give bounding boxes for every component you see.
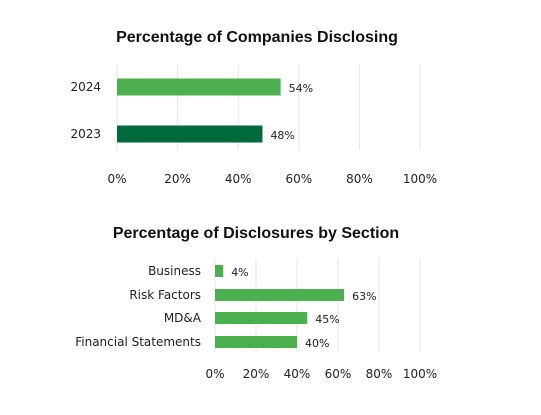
x-tick-label: 60% [325,367,352,381]
category-label: Business [148,264,201,278]
x-tick-label: 40% [225,172,252,186]
x-tick-label: 80% [346,172,373,186]
bar [215,336,297,348]
data-label: 63% [352,290,376,303]
x-tick-label: 40% [284,367,311,381]
category-label: MD&A [164,311,202,325]
data-label: 48% [270,129,294,142]
x-tick-label: 0% [205,367,224,381]
category-label: Financial Statements [75,335,201,349]
category-label: 2023 [70,127,101,141]
x-tick-label: 20% [243,367,270,381]
chart-companies-disclosing: Percentage of Companies Disclosing 2024 2… [70,29,437,186]
bar [215,265,224,277]
category-label: Risk Factors [129,288,201,302]
category-label: 2024 [70,80,101,94]
bar [117,78,281,96]
x-tick-label: 60% [285,172,312,186]
data-label: 40% [305,337,329,350]
bar [215,289,345,301]
x-tick-label: 100% [403,367,437,381]
chart-1-title: Percentage of Companies Disclosing [116,29,398,46]
chart-2-title: Percentage of Disclosures by Section [113,225,399,242]
x-tick-label: 20% [164,172,191,186]
data-label: 54% [289,82,313,95]
bar [215,312,308,324]
bar [117,125,263,143]
x-tick-label: 0% [107,172,126,186]
data-label: 4% [231,266,248,279]
x-tick-label: 100% [403,172,437,186]
data-label: 45% [315,313,339,326]
chart-disclosures-by-section: Percentage of Disclosures by Section Bus… [75,225,437,381]
x-tick-label: 80% [366,367,393,381]
